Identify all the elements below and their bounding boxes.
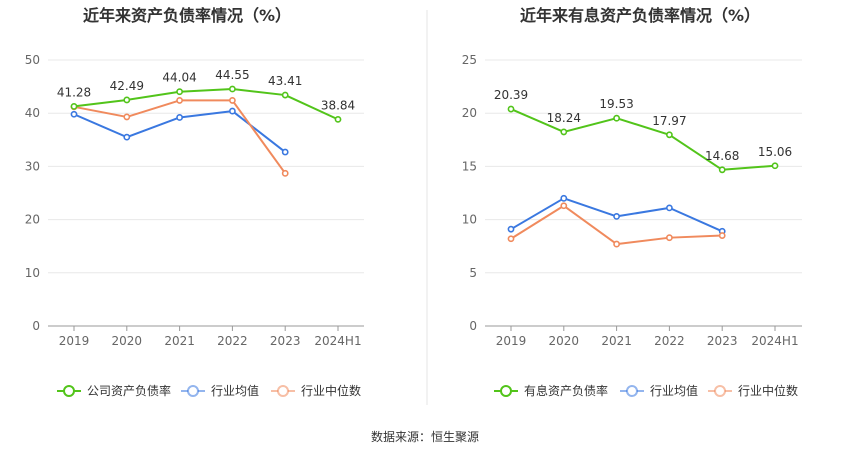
data-label: 14.68 [705,149,739,163]
legend-label: 行业均值 [650,383,698,398]
data-point-company [281,91,289,99]
chart-1: 近年来资产负债率情况（%） 0 10 20 30 40 50 2019 2020 2021 2022… [25,6,364,398]
data-label: 17.97 [652,114,686,128]
data-point-avg [123,133,131,141]
x-tick-label: 2024H1 [314,334,361,348]
data-label: 19.53 [599,97,633,111]
legend-marker [63,385,75,397]
data-point-median [560,202,568,210]
data-label: 15.06 [758,145,792,159]
y-tick-label: 0 [469,319,477,333]
legend-label: 行业均值 [211,383,259,398]
y-tick-label: 0 [32,319,40,333]
legend-label: 有息资产负债率 [524,383,608,398]
legend-marker [187,385,199,397]
legend-item-company: 公司资产负债率 [57,383,171,398]
data-point-avg [70,110,78,118]
data-label: 42.49 [110,79,144,93]
data-source: 数据来源：恒生聚源 [370,430,479,444]
legend-item-median: 行业中位数 [271,383,361,398]
y-tick-label: 30 [25,159,40,173]
legend-label: 行业中位数 [738,383,798,398]
data-point-avg [560,194,568,202]
data-point-median [718,232,726,239]
data-label: 43.41 [268,74,302,88]
y-tick-label: 10 [25,266,40,280]
data-point-avg [613,213,620,220]
data-point-median [176,97,183,104]
data-point-median [666,234,673,242]
x-tick-label: 2019 [496,334,527,348]
series-line-company [510,108,776,171]
legend-label: 公司资产负债率 [87,383,171,398]
legend-marker [626,385,638,397]
data-point-company [70,102,78,110]
data-label: 44.55 [215,68,249,82]
y-tick-label: 20 [462,106,477,120]
data-label: 20.39 [494,88,528,102]
x-tick-label: 2024H1 [751,334,798,348]
x-tick-label: 2021 [601,334,632,348]
data-point-avg [176,114,183,121]
data-point-company [666,131,673,139]
legend-marker [714,385,726,397]
x-tick-label: 2019 [59,334,90,348]
data-label: 41.28 [57,85,91,99]
data-point-median [123,113,131,121]
data-point-company [560,128,568,136]
legend-item-avg: 行业均值 [620,383,698,398]
x-tick-label: 2022 [217,334,248,348]
data-point-company [123,96,131,104]
y-tick-label: 25 [462,53,477,67]
series-line-company [73,87,339,121]
data-label: 38.84 [321,98,355,112]
x-tick-label: 2020 [112,334,143,348]
legend-item-company: 有息资产负债率 [494,383,608,398]
x-tick-label: 2021 [164,334,195,348]
data-point-company [718,166,726,174]
x-tick-label: 2020 [549,334,580,348]
data-point-company [334,115,342,123]
chart-title: 近年来资产负债率情况（%） [83,6,291,25]
legend-marker [277,385,289,397]
legend-marker [500,385,512,397]
data-point-median [613,240,620,248]
legend-item-avg: 行业均值 [181,383,259,398]
y-tick-label: 15 [462,159,477,173]
data-point-avg [507,225,515,233]
y-tick-label: 50 [25,53,40,67]
legend-item-median: 行业中位数 [708,383,798,398]
data-point-avg [666,204,673,212]
data-point-avg [228,107,236,115]
y-tick-label: 40 [25,106,40,120]
data-point-company [613,114,620,122]
data-point-avg [281,148,289,156]
data-point-company [176,88,183,96]
data-point-median [507,235,515,243]
data-point-median [281,169,289,177]
series-line-median [73,99,287,174]
x-tick-label: 2023 [270,334,301,348]
data-point-company [507,105,515,113]
data-label: 18.24 [547,111,581,125]
data-label: 44.04 [162,71,196,85]
chart-2: 近年来有息资产负债率情况（%） 0 5 10 15 20 25 2019 2020 2021 202… [462,6,802,398]
chart-title: 近年来有息资产负债率情况（%） [520,6,760,25]
y-tick-label: 10 [462,213,477,227]
x-tick-label: 2023 [707,334,738,348]
data-point-company [228,85,236,93]
x-tick-label: 2022 [654,334,685,348]
y-tick-label: 5 [469,266,477,280]
legend-label: 行业中位数 [301,383,361,398]
data-point-median [228,97,236,104]
data-point-company [771,162,779,170]
y-tick-label: 20 [25,213,40,227]
